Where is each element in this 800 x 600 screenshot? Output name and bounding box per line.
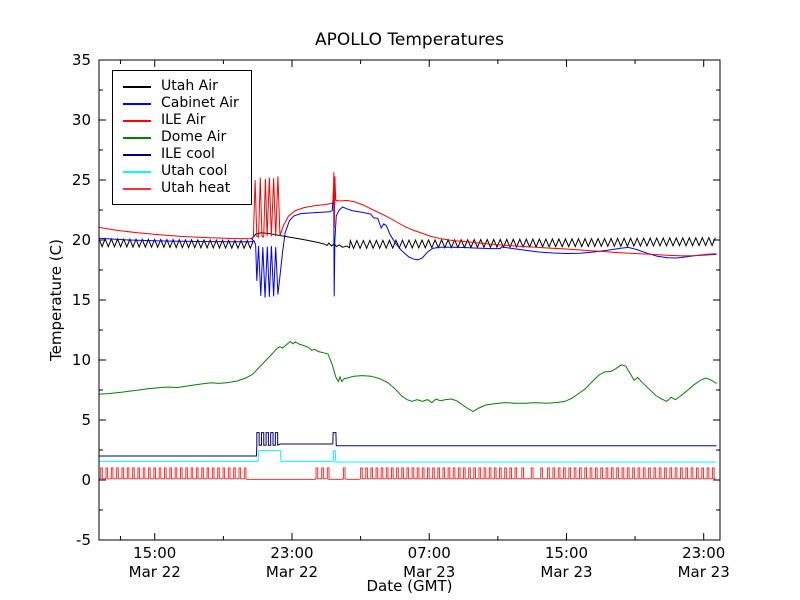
legend-line-swatch [123,119,151,122]
series-line-dome-air [99,340,717,413]
y-tick-label: 30 [72,111,91,129]
series-line-cabinet-air [99,184,717,298]
x-tick-label: 15:00 Mar 22 [129,544,181,581]
legend-line-swatch [123,170,151,173]
legend-label: Dome Air [161,129,227,145]
legend-line-swatch [123,85,151,88]
legend-entry-utah-heat: Utah heat [123,180,239,197]
legend-line-swatch [123,187,151,190]
legend-label: ILE Air [161,112,206,128]
x-tick-label: 23:00 Mar 23 [678,544,730,581]
legend-entry-cabinet-air: Cabinet Air [123,95,239,112]
legend-line-swatch [123,153,151,156]
series-line-utah-cool [99,450,717,463]
legend-label: Utah heat [161,180,231,196]
y-tick-label: 20 [72,231,91,249]
y-tick-label: 10 [72,351,91,369]
series-line-ile-cool [99,432,717,457]
y-tick-label: 15 [72,291,91,309]
series-lines [99,172,717,480]
legend-entry-utah-air: Utah Air [123,78,239,95]
legend-entry-dome-air: Dome Air [123,129,239,146]
axes-frame [98,59,721,541]
y-tick-label: 25 [72,171,91,189]
legend-line-swatch [123,136,151,139]
legend-entry-ile-air: ILE Air [123,112,239,129]
chart-title: APOLLO Temperatures [315,30,504,50]
y-tick-label: 35 [72,51,91,69]
y-tick-label: 5 [81,411,91,429]
legend-label: Utah cool [161,163,228,179]
series-line-utah-heat [99,467,716,480]
x-tick-label: 23:00 Mar 22 [266,544,318,581]
legend-entry-ile-cool: ILE cool [123,146,239,163]
legend-label: ILE cool [161,146,215,162]
legend-entry-utah-cool: Utah cool [123,163,239,180]
series-line-utah-air [99,232,716,250]
series-line-ile-air [99,172,717,257]
y-tick-label: 0 [81,471,91,489]
x-tick-label: 07:00 Mar 23 [403,544,455,581]
tick-labels: -5 0 5 10 15 20 25 30 35 15:00 Mar 22 23:00 Mar 22 07… [72,51,730,581]
y-tick-label: -5 [76,531,91,549]
legend-line-swatch [123,102,151,105]
x-axis-label: Date (GMT) [366,577,453,595]
legend-label: Cabinet Air [161,95,239,111]
legend-label: Utah Air [161,78,218,94]
legend: Utah Air Cabinet Air ILE Air Dome Air ILE co… [112,70,252,205]
x-tick-label: 15:00 Mar 23 [540,544,592,581]
